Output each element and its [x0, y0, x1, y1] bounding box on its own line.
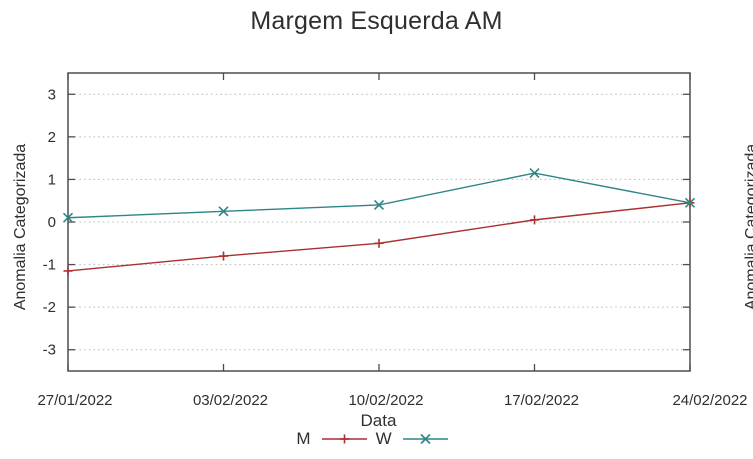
y-tick-label: 3: [48, 86, 56, 103]
legend-line-m-sample: [321, 434, 367, 444]
legend-line-w-sample: [402, 433, 448, 445]
legend-label-m: M: [296, 429, 311, 448]
chart-title: Margem Esquerda AM: [250, 7, 503, 35]
series-line-m: [67, 202, 691, 272]
legend-sample-marker: [420, 433, 431, 445]
y-tick-label: -3: [43, 342, 56, 359]
y-tick-label: 2: [48, 129, 56, 146]
x-tick-label: 03/02/2022: [193, 392, 268, 409]
x-tick-label: 10/02/2022: [348, 392, 423, 409]
plot-border: [67, 72, 691, 372]
x-tick-label: 24/02/2022: [672, 392, 747, 409]
y-tick-label: 1: [48, 171, 56, 188]
marker-cross-w: [218, 206, 229, 217]
x-tick-label: 17/02/2022: [504, 392, 579, 409]
legend-item-w: W: [376, 429, 449, 449]
y-tick-label: 0: [48, 214, 56, 231]
marker-cross-w: [373, 199, 385, 211]
adjacent-chart-y-axis-label: Anomalia Categorizada: [743, 143, 753, 311]
legend-item-m: M: [296, 429, 367, 449]
marker-cross-w: [529, 167, 540, 179]
y-tick-label: -2: [43, 299, 56, 316]
marker-cross-w: [62, 212, 74, 223]
legend: M W: [0, 429, 745, 449]
x-axis-label: Data: [360, 411, 397, 430]
marker-cross-w: [684, 197, 696, 208]
y-tick-label: -1: [43, 257, 56, 274]
x-tick-label: 27/01/2022: [37, 392, 112, 409]
legend-label-w: W: [375, 429, 392, 448]
